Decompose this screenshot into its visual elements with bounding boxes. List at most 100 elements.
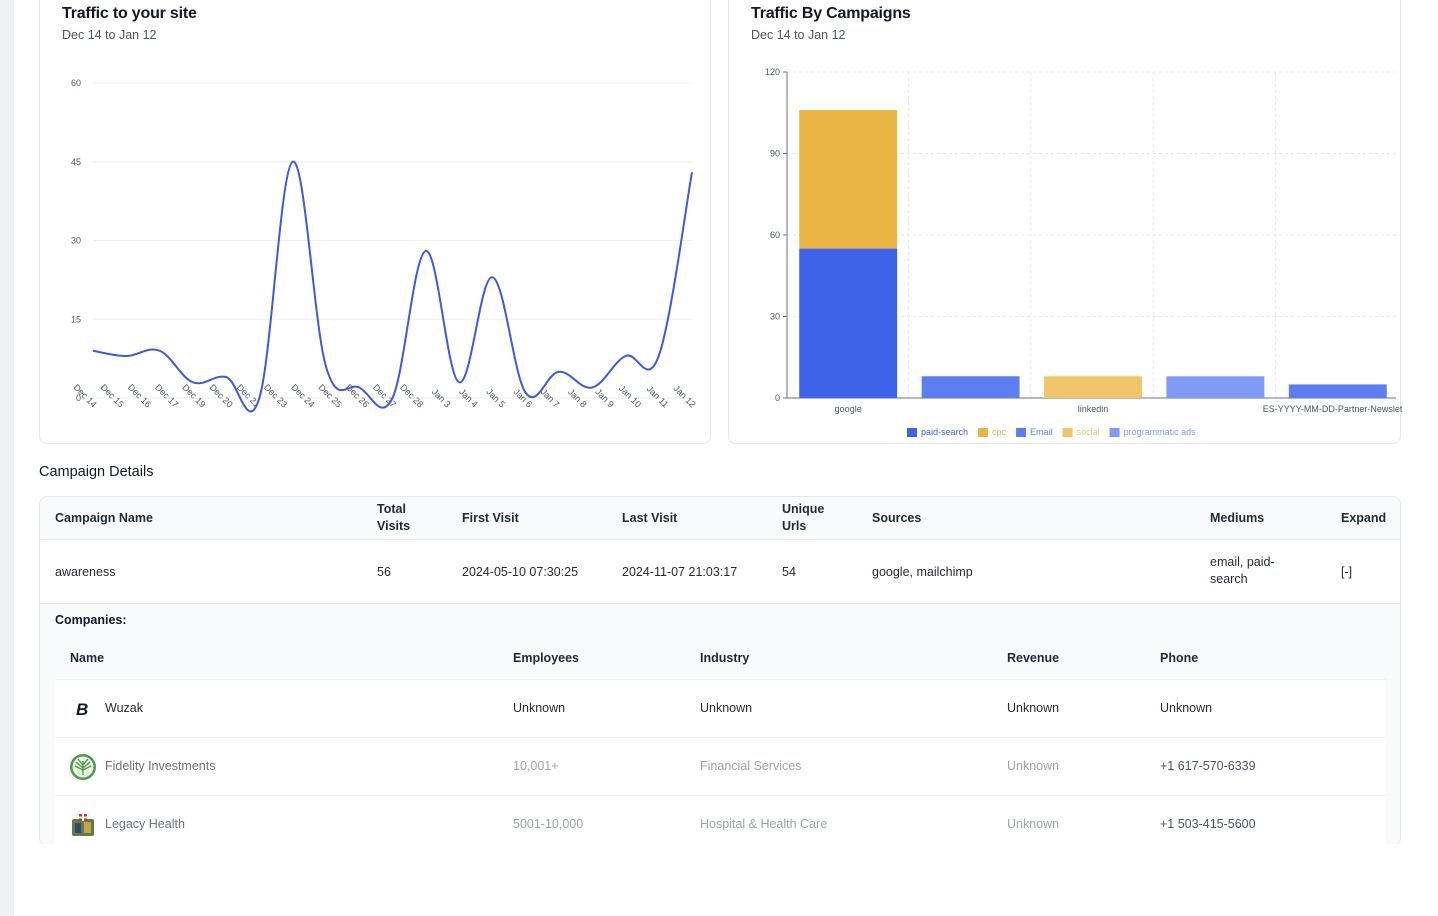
legend-swatch <box>1062 428 1073 437</box>
traffic-subtitle: Dec 14 to Jan 12 <box>62 28 157 42</box>
company-name: Legacy Health <box>105 817 185 831</box>
company-employees: Unknown <box>513 701 566 715</box>
y-tick-label: 60 <box>770 230 780 240</box>
svg-text:B: B <box>76 700 88 719</box>
x-tick-label: google <box>835 404 862 414</box>
bar-segment <box>921 376 1020 398</box>
legend-label: cpc <box>992 427 1007 437</box>
company-industry: Financial Services <box>700 759 802 773</box>
header-company-name: Name <box>70 651 105 665</box>
x-tick-label: Dec 23 <box>262 382 289 409</box>
legend-swatch <box>907 428 917 437</box>
company-row[interactable]: Legacy Health 5001-10,000 Hospital & Hea… <box>55 796 1386 845</box>
header-total-visits-line2: Visits <box>377 519 411 533</box>
campaigns-title: Traffic By Campaigns <box>751 5 911 22</box>
company-name: Fidelity Investments <box>105 759 216 773</box>
campaign-mediums-line2: search <box>1210 572 1248 586</box>
campaign-unique-urls: 54 <box>782 565 796 579</box>
campaigns-bar-chart: 0 30 60 90 120 google linkedin ES-YYYY-MM-DD-Pa… <box>765 67 1402 437</box>
campaign-row: awareness 56 2024-05-10 07:30:25 2024-11… <box>40 540 1400 604</box>
header-first-visit: First Visit <box>462 511 519 525</box>
y-tick-label: 30 <box>770 312 780 322</box>
header-unique-urls-line2: Urls <box>782 519 807 533</box>
header-sources: Sources <box>872 511 922 525</box>
legend-label: social <box>1077 427 1100 437</box>
companies-label: Companies: <box>55 613 127 627</box>
legend-swatch <box>1016 428 1027 437</box>
campaigns-panel: Traffic By Campaigns Dec 14 to Jan 12 0 3… <box>728 0 1402 444</box>
company-phone: Unknown <box>1160 701 1213 715</box>
y-tick-label: 60 <box>71 78 81 88</box>
y-tick-label: 0 <box>76 393 81 403</box>
traffic-panel: Traffic to your site Dec 14 to Jan 12 0 1… <box>39 0 711 444</box>
header-last-visit: Last Visit <box>622 511 678 525</box>
header-total-visits-line1: Total <box>377 502 406 516</box>
company-revenue: Unknown <box>1007 817 1060 831</box>
campaigns-subtitle: Dec 14 to Jan 12 <box>751 28 846 42</box>
x-tick-label: Jan 10 <box>617 383 643 409</box>
companies-table-header: Name Employees Industry Revenue Phone <box>55 637 1386 680</box>
wuzak-b-logo: B <box>76 700 88 719</box>
x-tick-label: Jan 11 <box>645 384 671 410</box>
x-tick-label: Dec 15 <box>99 382 126 409</box>
campaign-first-visit: 2024-05-10 07:30:25 <box>462 565 579 579</box>
company-revenue: Unknown <box>1007 759 1060 773</box>
dashboard-page: Traffic to your site Dec 14 to Jan 12 0 1… <box>14 0 1438 916</box>
company-row[interactable]: B Wuzak Unknown Unknown Unknown Unknown <box>55 680 1386 738</box>
company-employees: 10,001+ <box>513 759 559 773</box>
x-tick-label: Dec 20 <box>208 382 235 409</box>
bar-segment <box>799 248 898 398</box>
campaign-mediums: email, paid- search <box>1210 554 1275 588</box>
legend-swatch <box>978 428 989 437</box>
legend-label: paid-search <box>921 427 968 437</box>
header-employees: Employees <box>513 651 580 665</box>
y-tick-label: 30 <box>71 236 81 246</box>
company-phone: +1 617-570-6339 <box>1160 759 1256 773</box>
y-tick-label: 45 <box>71 157 81 167</box>
header-phone: Phone <box>1160 651 1199 665</box>
header-mediums: Mediums <box>1210 511 1265 525</box>
x-tick-label: ES-YYYY-MM-DD-Partner-Newsletter <box>1263 404 1402 414</box>
x-tick-label: Dec 24 <box>289 382 316 409</box>
header-unique-urls-line1: Unique <box>782 502 825 516</box>
legend-label: Email <box>1030 427 1053 437</box>
collapse-row-button[interactable]: [-] <box>1341 565 1353 579</box>
company-name: Wuzak <box>105 701 143 715</box>
company-revenue: Unknown <box>1007 701 1060 715</box>
fidelity-tree-logo <box>70 754 96 780</box>
campaign-name: awareness <box>55 565 116 579</box>
campaign-details-table: Campaign Name Total Visits First Visit L… <box>39 496 1401 846</box>
y-tick-label: 15 <box>71 314 81 324</box>
legend-label: programmatic ads <box>1124 427 1197 437</box>
traffic-series-line <box>92 160 693 413</box>
x-tick-label: Dec 25 <box>316 382 343 409</box>
y-tick-label: 0 <box>775 393 780 403</box>
x-tick-label: Dec 28 <box>398 382 425 409</box>
bar-segment <box>1166 376 1265 398</box>
y-tick-label: 120 <box>765 67 780 77</box>
header-revenue: Revenue <box>1007 651 1060 665</box>
company-row[interactable]: Fidelity Investments 10,001+ Financial S… <box>55 738 1386 796</box>
bar-segment <box>1044 376 1142 398</box>
header-campaign-name: Campaign Name <box>55 511 153 525</box>
companies-section: Companies: Name Employees Industry Reven… <box>40 604 1400 845</box>
campaign-mediums-line1: email, paid- <box>1210 555 1275 569</box>
campaign-table-header: Campaign Name Total Visits First Visit L… <box>40 497 1400 540</box>
header-industry: Industry <box>700 651 750 665</box>
x-tick-label: Dec 16 <box>126 382 153 409</box>
header-total-visits: Total Visits <box>377 501 410 535</box>
campaign-total-visits: 56 <box>377 565 391 579</box>
company-phone: +1 503-415-5600 <box>1160 817 1256 831</box>
y-tick-label: 90 <box>770 149 780 159</box>
campaign-details-title: Campaign Details <box>39 464 154 480</box>
x-tick-label: Jan 12 <box>671 383 697 409</box>
x-tick-label: Dec 17 <box>153 382 180 409</box>
page-bottom-area <box>14 844 1438 916</box>
campaign-sources: google, mailchimp <box>872 565 973 579</box>
traffic-title: Traffic to your site <box>62 5 197 22</box>
company-industry: Hospital & Health Care <box>700 817 828 831</box>
campaign-last-visit: 2024-11-07 21:03:17 <box>622 565 738 579</box>
company-industry: Unknown <box>700 701 753 715</box>
header-expand: Expand <box>1341 511 1387 525</box>
